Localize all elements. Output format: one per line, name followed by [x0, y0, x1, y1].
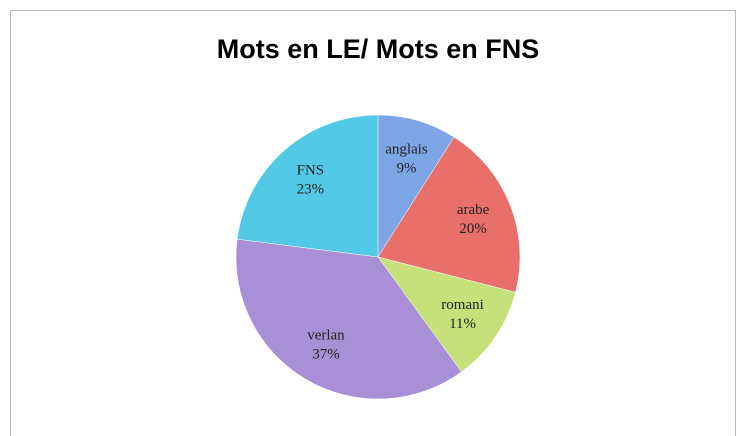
slice-value-label: 9%	[397, 160, 417, 176]
pie-slice	[235, 238, 462, 400]
slice-value-label: 23%	[297, 182, 325, 198]
slice-category-label: FNS	[297, 163, 325, 179]
pie-slice	[377, 136, 521, 293]
pie-slice	[377, 256, 516, 373]
pie-slice	[236, 114, 379, 258]
slice-value-label: 37%	[312, 346, 340, 362]
slice-category-label: romani	[441, 297, 484, 313]
slice-value-label: 11%	[449, 316, 476, 332]
pie-slice	[377, 114, 455, 258]
chart-title: Mots en LE/ Mots en FNS	[217, 34, 540, 64]
slice-category-label: arabe	[457, 202, 490, 218]
slice-category-label: anglais	[385, 141, 428, 157]
slice-value-label: 20%	[459, 221, 487, 237]
slice-category-label: verlan	[307, 327, 345, 343]
